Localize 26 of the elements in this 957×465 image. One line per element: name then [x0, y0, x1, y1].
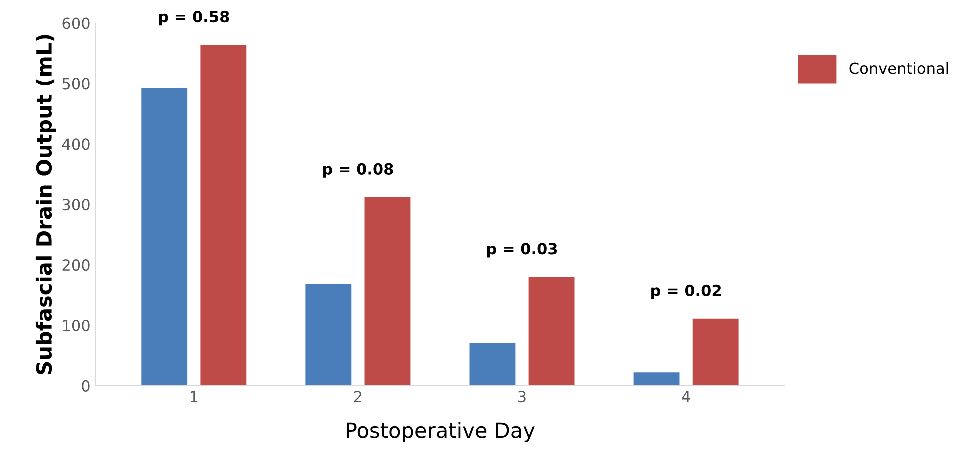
x-axis-title: Postoperative Day — [346, 422, 535, 442]
y-tick-label: 300 — [62, 199, 90, 211]
x-tick-label: 1 — [190, 391, 198, 402]
y-tick-label: 200 — [62, 260, 90, 272]
bar — [528, 277, 575, 386]
bar — [470, 343, 516, 386]
annotation: p = 0.08 — [323, 163, 394, 178]
annotation: p = 0.03 — [488, 243, 558, 258]
bar — [306, 284, 352, 386]
y-tick-label: 100 — [63, 320, 90, 332]
legend-label: Conventional — [850, 62, 948, 74]
y-axis-title: Subfascial Drain Output (mL) — [36, 35, 56, 374]
y-tick-label: 0 — [82, 380, 90, 392]
x-tick-label: 4 — [682, 391, 690, 402]
bar — [634, 372, 680, 386]
bar — [200, 45, 247, 386]
bar — [142, 88, 188, 386]
bar — [364, 197, 411, 386]
y-tick-label: 600 — [62, 18, 90, 30]
x-tick-label: 3 — [518, 391, 526, 403]
y-tick-label: 500 — [62, 78, 90, 90]
y-tick-label: 400 — [62, 138, 90, 150]
x-tick-label: 2 — [354, 391, 362, 402]
annotation: p = 0.02 — [652, 284, 722, 300]
bar — [692, 318, 739, 386]
annotation: p = 0.58 — [159, 11, 230, 26]
